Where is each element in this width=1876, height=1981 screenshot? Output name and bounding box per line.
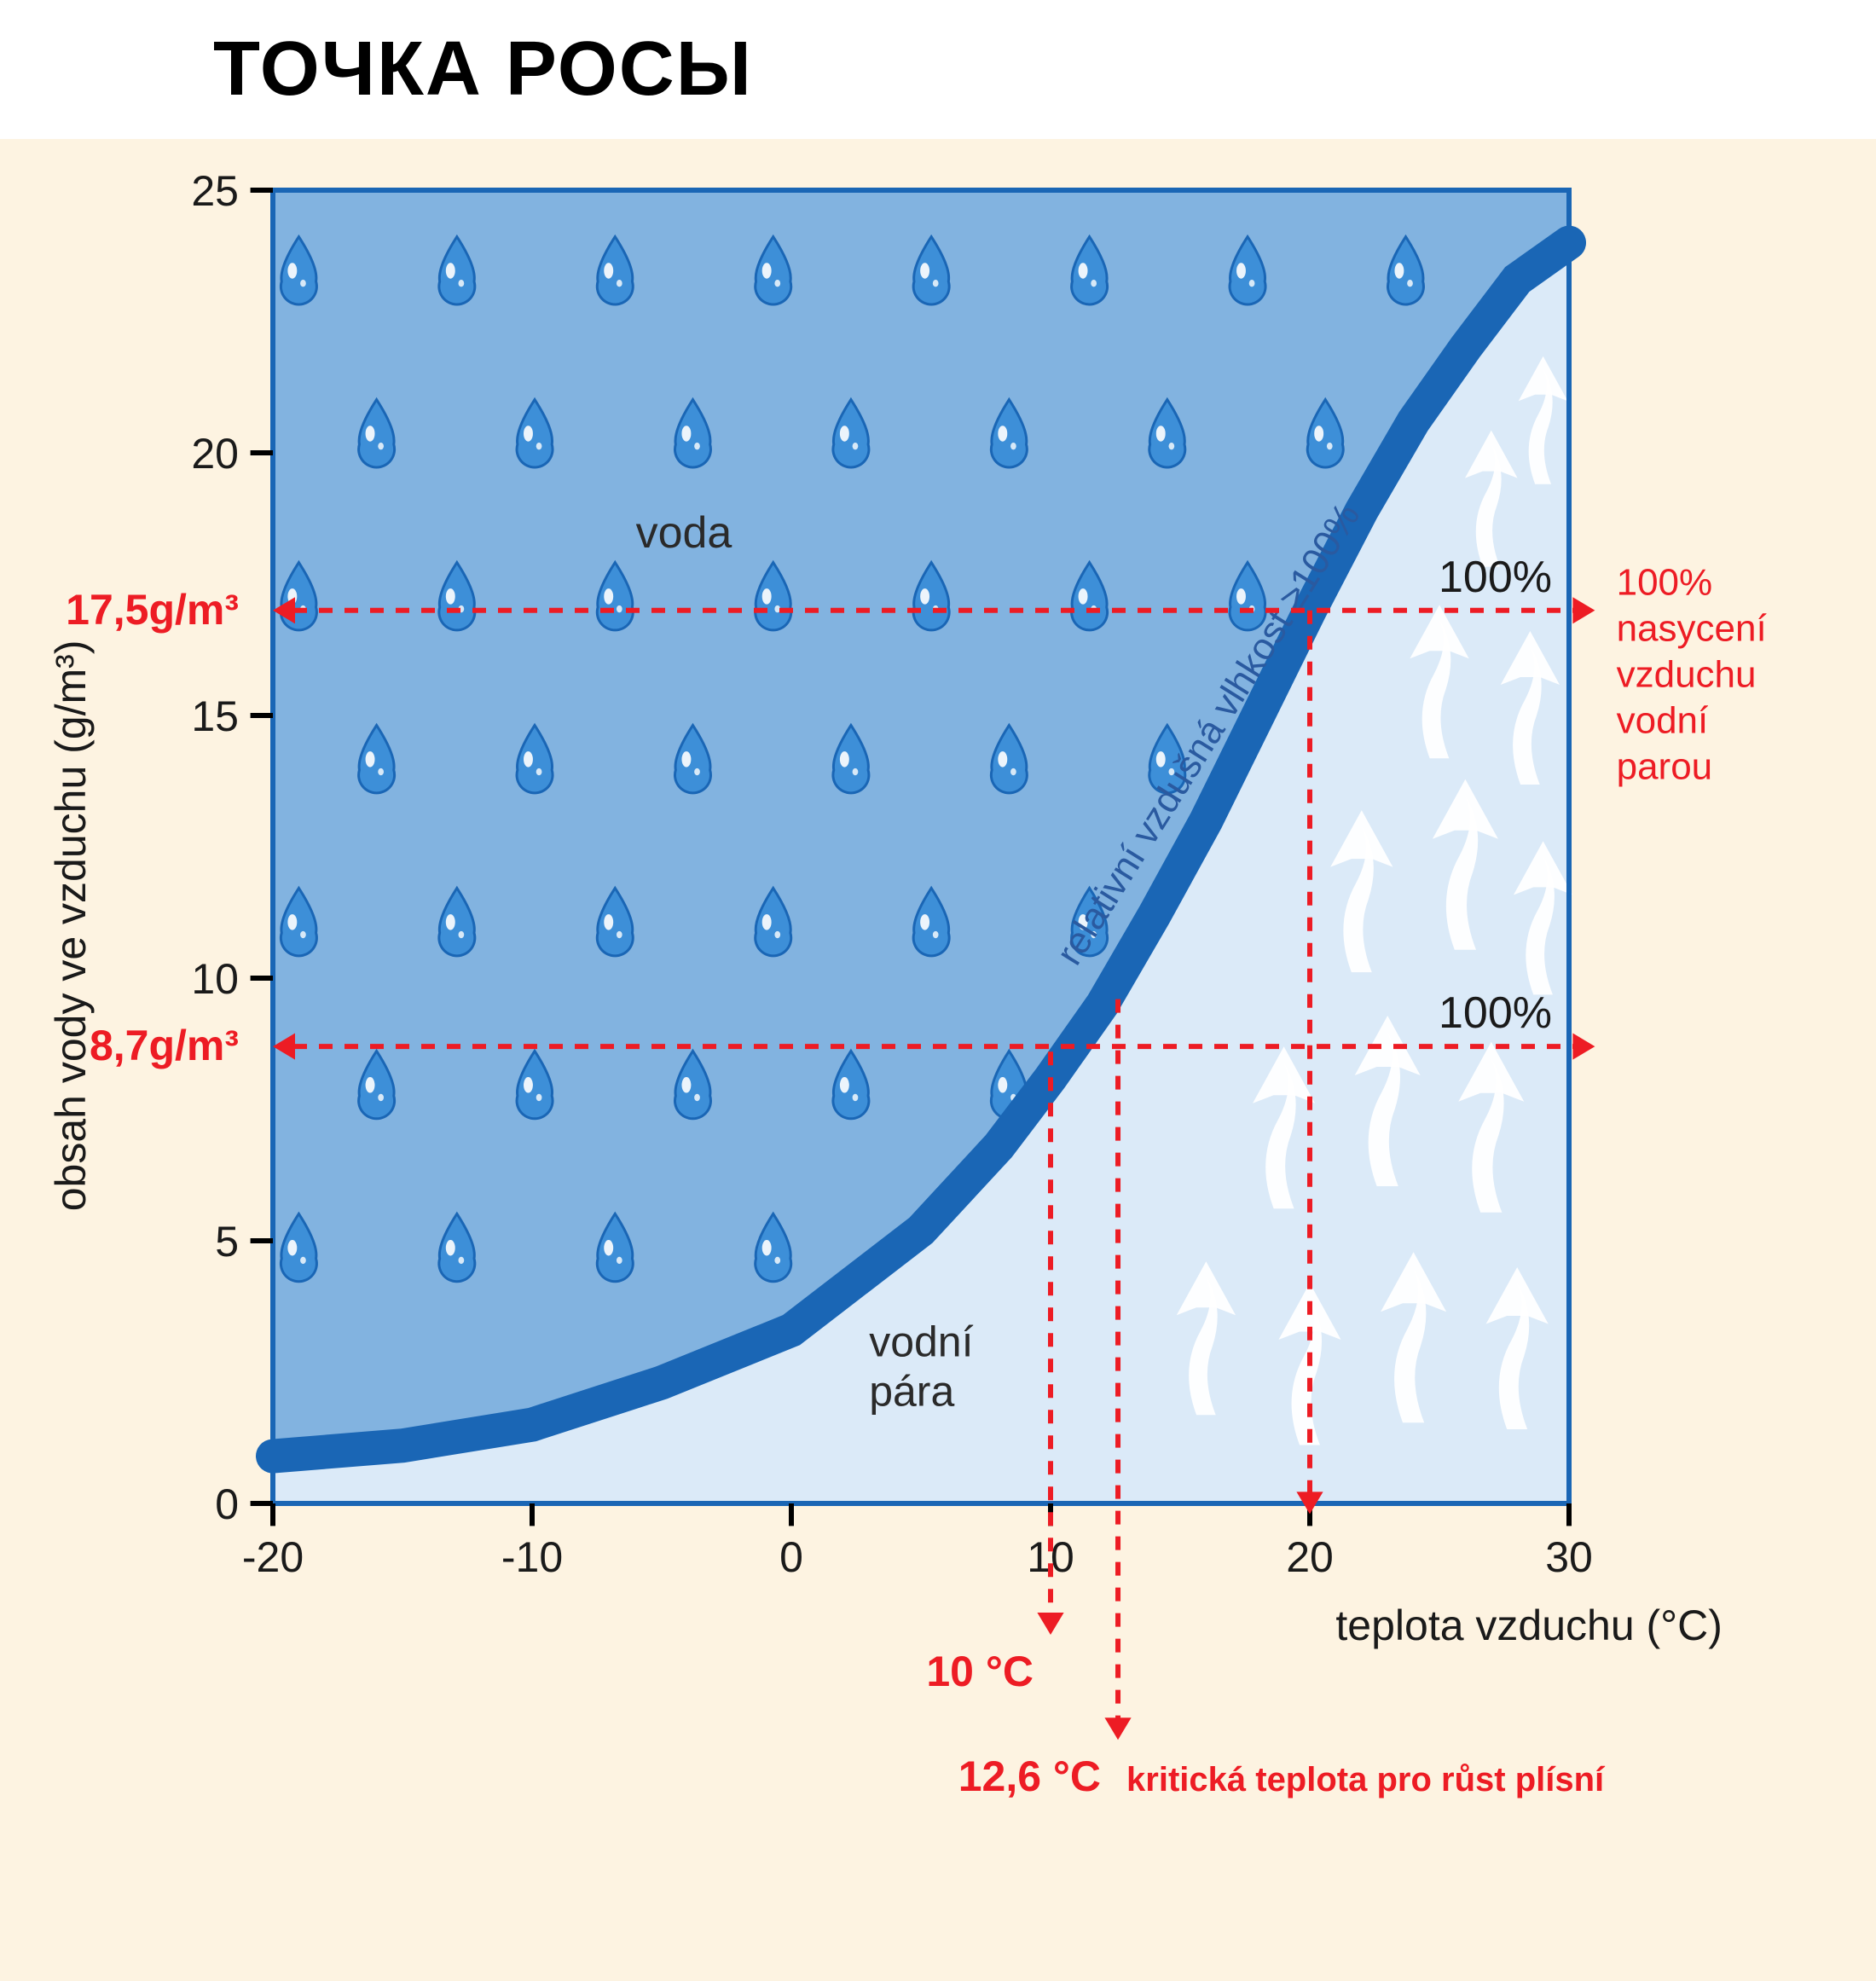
- y-tick-label: 25: [191, 167, 239, 215]
- ref-label-right: 100%: [1439, 988, 1552, 1038]
- y-axis-label: obsah vody ve vzduchu (g/m³): [47, 640, 95, 1212]
- ref-label-below: 12,6 °C: [958, 1752, 1101, 1800]
- right-annotation-line: parou: [1617, 745, 1713, 787]
- chart-panel: relativní vzdušná vlhkost ≥100%-20-10010…: [0, 139, 1876, 1981]
- y-tick-label: 15: [191, 692, 239, 740]
- right-annotation-line: vodní: [1617, 699, 1709, 741]
- ref-label-right: 100%: [1439, 553, 1552, 602]
- vapor-region-label-2: pára: [869, 1368, 954, 1416]
- right-annotation-line: 100%: [1617, 561, 1713, 603]
- right-annotation-line: nasycení: [1617, 607, 1768, 649]
- x-tick-label: 30: [1545, 1533, 1593, 1581]
- y-tick-label: 0: [215, 1480, 239, 1528]
- x-axis-label: teplota vzduchu (°C): [1335, 1602, 1723, 1649]
- y-tick-label: 5: [215, 1218, 239, 1266]
- x-tick-label: -10: [501, 1533, 563, 1581]
- ref-label-extra: kritická teplota pro růst plísní: [1126, 1761, 1606, 1799]
- right-annotation-line: vzduchu: [1617, 653, 1757, 695]
- water-region-label: voda: [636, 508, 732, 558]
- vapor-region-label: vodní: [869, 1318, 973, 1366]
- x-tick-label: -20: [242, 1533, 304, 1581]
- y-tick-label: 10: [191, 955, 239, 1003]
- y-tick-label: 20: [191, 430, 239, 478]
- x-tick-label: 20: [1286, 1533, 1334, 1581]
- x-tick-label: 0: [779, 1533, 803, 1581]
- dewpoint-chart: relativní vzdušná vlhkost ≥100%-20-10010…: [0, 139, 1876, 1981]
- ref-label-left: 17,5g/m³: [66, 586, 239, 634]
- ref-label-left: 8,7g/m³: [90, 1022, 239, 1069]
- page-title: ТОЧКА РОСЫ: [0, 0, 1876, 139]
- ref-label-below: 10 °C: [926, 1648, 1034, 1695]
